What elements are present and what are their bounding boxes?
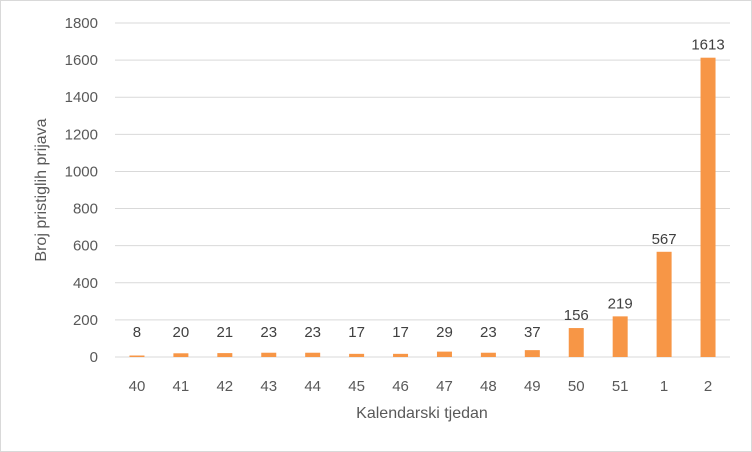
y-tick-label: 1200 (65, 126, 98, 143)
bar (612, 316, 628, 357)
data-label: 17 (348, 324, 365, 341)
bar (436, 351, 452, 357)
x-tick-label: 42 (216, 378, 233, 395)
bar (524, 350, 540, 357)
data-label: 23 (304, 324, 321, 341)
bar (568, 328, 584, 357)
y-tick-label: 1600 (65, 52, 98, 69)
data-label: 156 (564, 307, 589, 324)
y-tick-label: 400 (73, 275, 98, 292)
data-label: 8 (133, 324, 141, 341)
data-label: 23 (260, 324, 277, 341)
y-tick-label: 1800 (65, 15, 98, 32)
x-tick-label: 48 (480, 378, 497, 395)
y-tick-label: 1000 (65, 163, 98, 180)
x-tick-label: 46 (392, 378, 409, 395)
x-tick-label: 1 (660, 378, 668, 395)
data-label: 23 (480, 324, 497, 341)
bar (656, 251, 672, 357)
bar (173, 353, 189, 357)
x-tick-label: 51 (612, 378, 629, 395)
y-tick-label: 1400 (65, 89, 98, 106)
x-tick-label: 40 (129, 378, 146, 395)
bar (480, 352, 496, 357)
bar (700, 57, 716, 358)
bar (305, 352, 321, 357)
x-axis-title: Kalendarski tjedan (356, 405, 488, 422)
x-tick-label: 50 (568, 378, 585, 395)
data-label: 567 (652, 231, 677, 248)
x-tick-label: 47 (436, 378, 453, 395)
y-tick-label: 200 (73, 312, 98, 329)
data-label: 37 (524, 324, 541, 341)
y-tick-label: 600 (73, 238, 98, 255)
data-label: 20 (173, 324, 190, 341)
data-label: 29 (436, 324, 453, 341)
x-tick-label: 43 (260, 378, 277, 395)
y-axis-title: Broj pristiglih prijava (33, 118, 50, 261)
bar (217, 353, 233, 357)
bar (129, 355, 145, 357)
bar (393, 353, 409, 357)
bar (349, 353, 365, 357)
x-tick-label: 44 (304, 378, 321, 395)
data-label: 17 (392, 324, 409, 341)
x-tick-label: 41 (173, 378, 190, 395)
bar (261, 352, 277, 357)
y-tick-label: 800 (73, 201, 98, 218)
x-tick-label: 49 (524, 378, 541, 395)
x-tick-label: 2 (704, 378, 712, 395)
data-label: 219 (608, 295, 633, 312)
y-tick-label: 0 (90, 349, 98, 366)
data-label: 1613 (691, 37, 724, 54)
data-label: 21 (216, 324, 233, 341)
x-tick-label: 45 (348, 378, 365, 395)
